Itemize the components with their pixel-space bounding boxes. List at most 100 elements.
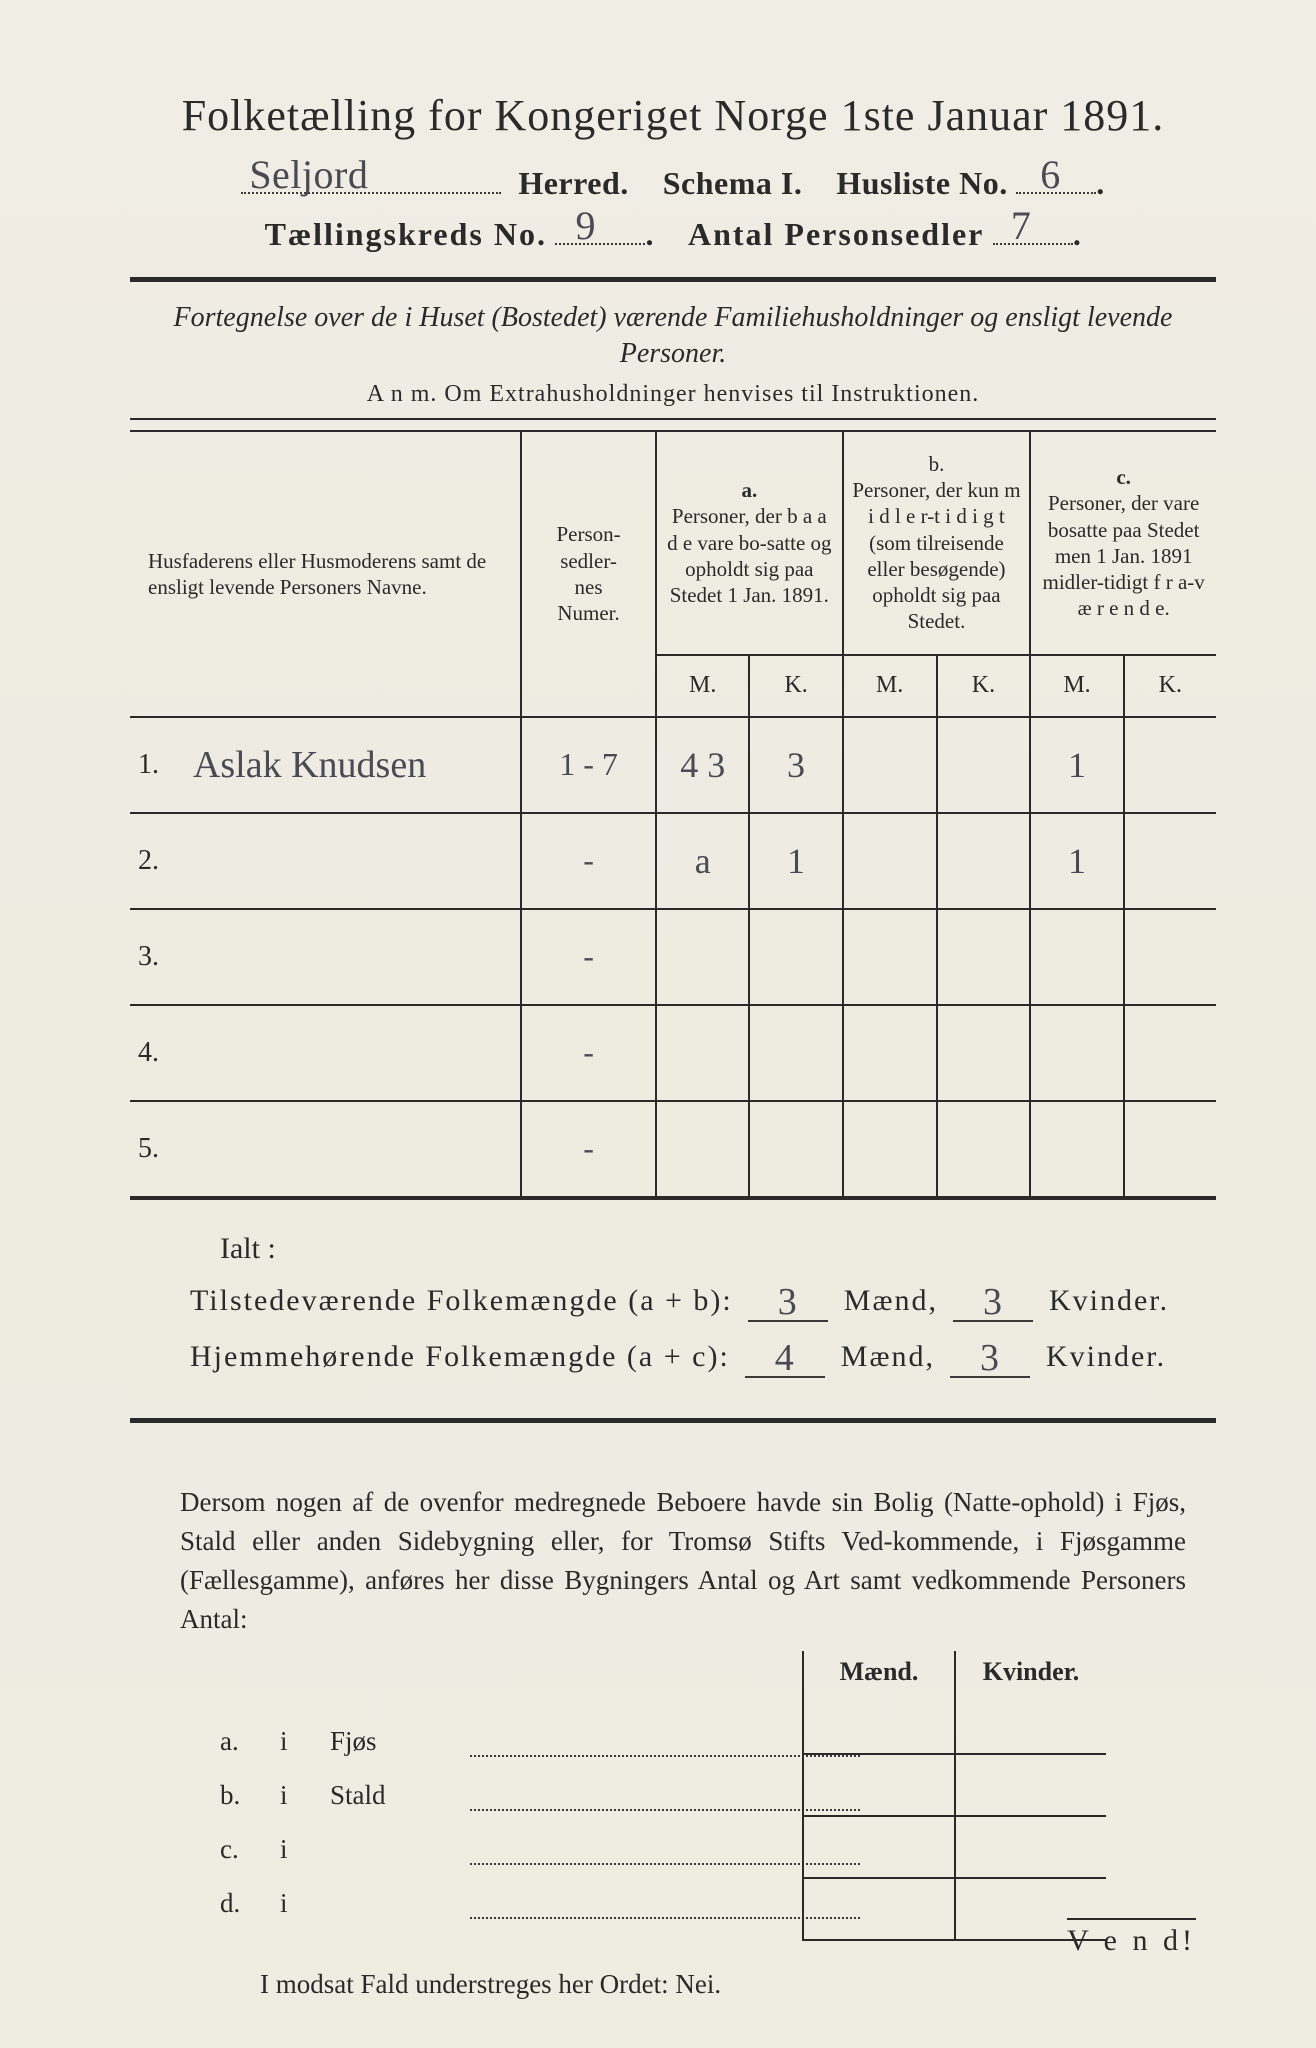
vend-label: V e n d! (1067, 1918, 1196, 1958)
row-c-m (1030, 1101, 1123, 1198)
row-c-m (1030, 1005, 1123, 1101)
row-a-k (749, 1101, 842, 1198)
side-name: Stald (330, 1780, 470, 1811)
table-row: 4. - (130, 1005, 1216, 1101)
row-psn: 1 - 7 (521, 717, 656, 813)
row-name (185, 1005, 521, 1101)
side-letter: a. (220, 1726, 280, 1757)
table-row: 1.Aslak Knudsen1 - 74 331 (130, 717, 1216, 813)
row-c-k (1124, 717, 1216, 813)
col-c-k: K. (1124, 655, 1216, 717)
mk-side-m: Mænd. (803, 1651, 955, 1693)
col-b-top: b. (852, 451, 1022, 477)
sum1-maend-lbl: Mænd, (844, 1284, 938, 1317)
mk-b-m (803, 1754, 955, 1816)
col-psn-header: Person- sedler- nes Numer. (521, 431, 656, 717)
side-building-block: Mænd. Kvinder. a.iFjøsb.iStaldc.id.i (130, 1663, 1216, 1923)
col-a-top: a. (665, 477, 834, 503)
row-a-m: 4 3 (656, 717, 749, 813)
sum1-kvinder: 3 (983, 1281, 1004, 1323)
header-line-2: Seljord Herred. Schema I. Husliste No. 6… (130, 165, 1216, 202)
row-b-m (843, 1005, 937, 1101)
row-psn: - (521, 1005, 656, 1101)
row-num: 3. (130, 909, 185, 1005)
side-building-para: Dersom nogen af de ovenfor medregnede Be… (180, 1483, 1186, 1640)
sum1-label: Tilstedeværende Folkemængde (a + b): (190, 1284, 733, 1317)
sum-resident: Hjemmehørende Folkemængde (a + c): 4 Mæn… (190, 1332, 1216, 1378)
row-num: 5. (130, 1101, 185, 1198)
col-b-k: K. (937, 655, 1031, 717)
row-c-k (1124, 1101, 1216, 1198)
row-a-m: a (656, 813, 749, 909)
antal-handwritten: 7 (1011, 202, 1032, 249)
col-b-header: b. Personer, der kun m i d l e r-t i d i… (843, 431, 1031, 655)
col-psn-text: Person- sedler- nes Numer. (556, 522, 620, 625)
side-i: i (280, 1888, 330, 1919)
row-b-k (937, 1101, 1031, 1198)
row-b-m (843, 813, 937, 909)
side-i: i (280, 1780, 330, 1811)
anm-text: A n m. Om Extrahusholdninger henvises ti… (130, 381, 1216, 408)
divider-thick-1 (130, 277, 1216, 282)
row-c-k (1124, 813, 1216, 909)
husliste-field: 6 (1016, 192, 1096, 194)
sum2-maend: 4 (775, 1337, 796, 1379)
row-a-k: 1 (749, 813, 842, 909)
col-b-text: Personer, der kun m i d l e r-t i d i g … (852, 477, 1022, 635)
row-c-m: 1 (1030, 813, 1123, 909)
husliste-label: Husliste No. (836, 165, 1007, 201)
col-c-top: c. (1039, 464, 1208, 490)
row-num: 1. (130, 717, 185, 813)
row-b-k (937, 717, 1031, 813)
row-name (185, 1101, 521, 1198)
sum2-kvinder-field: 3 (950, 1332, 1030, 1378)
row-psn: - (521, 813, 656, 909)
row-c-m (1030, 909, 1123, 1005)
census-form-page: Folketælling for Kongeriget Norge 1ste J… (0, 0, 1316, 2048)
row-psn: - (521, 1101, 656, 1198)
row-name (185, 813, 521, 909)
side-letter: d. (220, 1888, 280, 1919)
husliste-handwritten: 6 (1040, 151, 1061, 198)
herred-field: Seljord (241, 192, 501, 194)
header-line-3: Tællingskreds No. 9 . Antal Personsedler… (130, 216, 1216, 253)
mk-a-m (803, 1693, 955, 1754)
nei-line: I modsat Fald understreges her Ordet: Ne… (260, 1969, 1216, 2000)
row-b-m (843, 909, 937, 1005)
sum-present: Tilstedeværende Folkemængde (a + b): 3 M… (190, 1276, 1216, 1322)
side-letter: c. (220, 1834, 280, 1865)
table-row: 5. - (130, 1101, 1216, 1198)
antal-label: Antal Personsedler (688, 216, 984, 252)
row-b-k (937, 909, 1031, 1005)
herred-label: Herred. (518, 165, 628, 201)
fortegnelse-text: Fortegnelse over de i Huset (Bostedet) v… (170, 300, 1176, 373)
row-a-m (656, 1005, 749, 1101)
sum1-kvinder-field: 3 (953, 1276, 1033, 1322)
side-i: i (280, 1834, 330, 1865)
sum2-maend-lbl: Mænd, (841, 1340, 935, 1373)
ialt-label: Ialt : (220, 1232, 1216, 1266)
row-a-k (749, 1005, 842, 1101)
mk-d-m (803, 1878, 955, 1940)
mk-a-k (955, 1693, 1106, 1754)
divider-thin-1 (130, 418, 1216, 420)
kreds-handwritten: 9 (575, 202, 596, 249)
row-num: 4. (130, 1005, 185, 1101)
row-name (185, 909, 521, 1005)
row-b-k (937, 813, 1031, 909)
sum2-kvinder-lbl: Kvinder. (1046, 1340, 1166, 1373)
kreds-field: 9 (555, 243, 645, 245)
row-num: 2. (130, 813, 185, 909)
sum2-kvinder: 3 (980, 1337, 1001, 1379)
row-a-m (656, 1101, 749, 1198)
row-b-m (843, 1101, 937, 1198)
row-a-k (749, 909, 842, 1005)
side-building-line: a.iFjøs (220, 1703, 870, 1757)
form-title: Folketælling for Kongeriget Norge 1ste J… (130, 90, 1216, 141)
mk-b-k (955, 1754, 1106, 1816)
col-names-text: Husfaderens eller Husmoderens samt de en… (148, 549, 486, 599)
col-a-header: a. Personer, der b a a d e vare bo-satte… (656, 431, 843, 655)
row-name: Aslak Knudsen (185, 717, 521, 813)
sum1-maend: 3 (778, 1281, 799, 1323)
side-name: Fjøs (330, 1726, 470, 1757)
